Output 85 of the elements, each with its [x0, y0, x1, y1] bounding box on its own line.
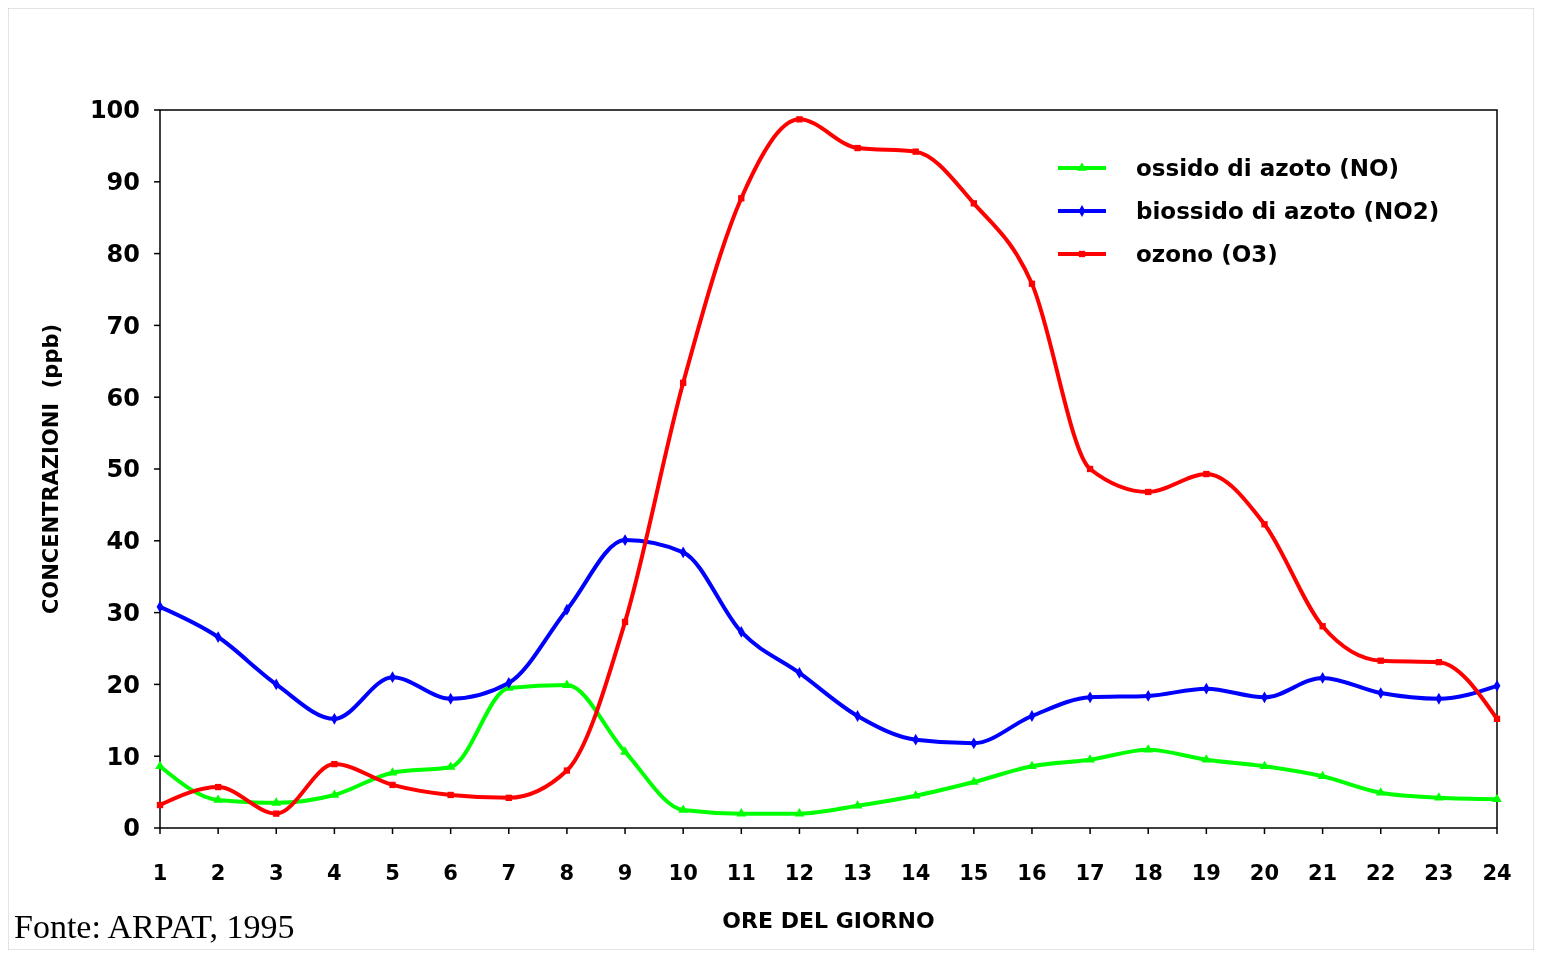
- point: [1203, 470, 1210, 478]
- point: [852, 800, 863, 809]
- x-tick-label: 19: [1191, 861, 1221, 885]
- point: [1319, 623, 1326, 630]
- x-tick-label: 17: [1075, 861, 1105, 885]
- x-tick-label: 3: [268, 861, 284, 885]
- point: [680, 379, 687, 386]
- point: [794, 808, 805, 817]
- point: [1259, 760, 1270, 770]
- x-tick-label: 20: [1249, 861, 1280, 885]
- x-tick-label: 2: [210, 861, 226, 885]
- point: [1085, 754, 1095, 763]
- legend-label: ossido di azoto (NO): [1136, 155, 1400, 182]
- point: [1434, 792, 1444, 801]
- y-tick-label: 80: [106, 240, 140, 268]
- point: [1086, 465, 1094, 473]
- point: [1377, 657, 1384, 664]
- x-tick-label: 5: [385, 861, 400, 885]
- x-tick-label: 11: [726, 861, 756, 885]
- point: [155, 760, 165, 770]
- y-tick-label: 90: [106, 168, 140, 197]
- y-tick-label: 50: [106, 455, 140, 484]
- point: [1145, 488, 1152, 496]
- point: [213, 794, 223, 803]
- x-tick-label: 10: [668, 861, 698, 885]
- y-tick-label: 20: [106, 670, 140, 699]
- point: [562, 679, 572, 688]
- point: [1261, 521, 1268, 528]
- point: [1375, 787, 1386, 796]
- x-tick-label: 15: [959, 861, 989, 885]
- x-tick-label: 1: [152, 861, 168, 885]
- point: [1143, 744, 1154, 753]
- x-tick-label: 24: [1482, 861, 1512, 885]
- point: [331, 760, 338, 768]
- point: [447, 791, 454, 799]
- point: [445, 761, 456, 770]
- y-tick-label: 70: [106, 311, 140, 340]
- point: [796, 116, 803, 123]
- x-tick-label: 6: [443, 861, 458, 885]
- legend-label: ozono (O3): [1136, 241, 1278, 268]
- point: [736, 808, 747, 817]
- x-axis-title: ORE DEL GIORNO: [722, 908, 935, 933]
- point: [273, 810, 280, 817]
- x-tick-label: 9: [617, 861, 633, 885]
- point: [1028, 280, 1036, 287]
- x-tick-label: 21: [1307, 861, 1338, 885]
- x-tick-label: 7: [501, 861, 517, 885]
- point: [621, 618, 629, 626]
- x-tick-label: 8: [559, 861, 575, 885]
- point: [854, 144, 861, 152]
- legend-label: biossido di azoto (NO2): [1136, 198, 1440, 225]
- point: [912, 148, 919, 155]
- point: [387, 767, 398, 776]
- x-tick-label: 22: [1366, 861, 1396, 885]
- point: [1492, 793, 1502, 803]
- y-tick-label: 40: [106, 527, 140, 556]
- point: [910, 790, 921, 799]
- point: [389, 781, 396, 789]
- y-tick-label: 30: [106, 599, 140, 627]
- y-tick-label: 10: [106, 742, 140, 771]
- point: [156, 801, 164, 809]
- source-note: Fonte: ARPAT, 1995: [14, 908, 295, 945]
- y-tick-label: 100: [89, 96, 140, 125]
- x-tick-label: 16: [1017, 861, 1047, 885]
- x-tick-label: 13: [842, 861, 873, 885]
- x-tick-label: 23: [1424, 861, 1454, 885]
- x-tick-label: 12: [784, 861, 815, 885]
- point: [563, 767, 571, 774]
- y-tick-label: 0: [123, 814, 140, 843]
- point: [1435, 658, 1443, 666]
- x-tick-label: 4: [327, 861, 342, 885]
- point: [1493, 715, 1501, 723]
- x-tick-label: 18: [1133, 861, 1163, 885]
- point: [620, 746, 630, 755]
- x-tick-label: 14: [901, 861, 931, 885]
- y-tick-label: 60: [106, 383, 140, 412]
- point: [1201, 754, 1212, 763]
- point: [678, 804, 688, 813]
- point: [214, 783, 222, 791]
- point: [738, 195, 745, 202]
- point: [271, 797, 282, 806]
- y-axis-title: CONCENTRAZIONI (ppb): [39, 323, 63, 615]
- point: [505, 794, 512, 802]
- point: [970, 200, 977, 207]
- point: [969, 776, 979, 785]
